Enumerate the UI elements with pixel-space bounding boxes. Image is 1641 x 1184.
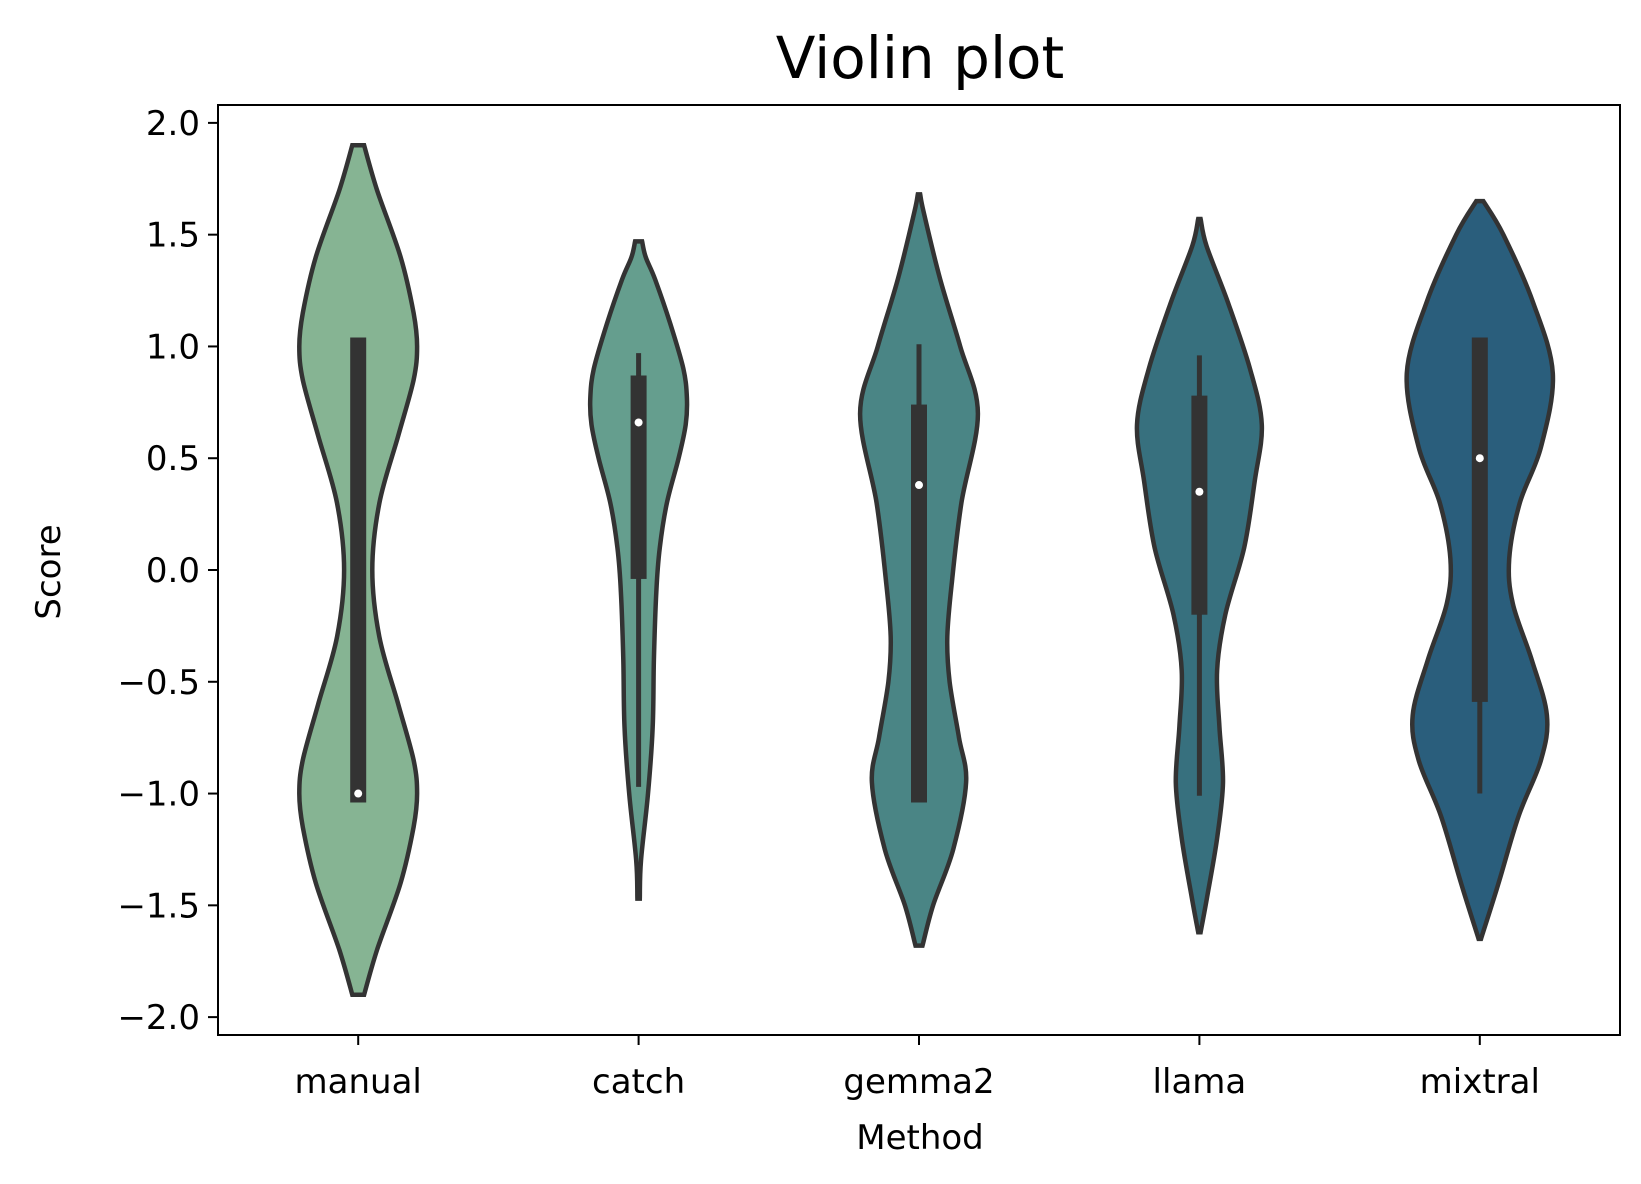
violins-layer [297, 142, 1556, 998]
violin-median-dot [634, 418, 643, 427]
violin-iqr-box [630, 375, 647, 579]
x-axis-label: Method [856, 1118, 984, 1158]
violin-iqr-box [1471, 337, 1488, 702]
y-tick-label: −1.5 [117, 886, 200, 926]
violin-catch [587, 239, 690, 901]
violin-mixtral [1404, 198, 1556, 942]
violin-iqr-box [350, 337, 367, 803]
violin-gemma2 [857, 192, 981, 948]
chart-title: Violin plot [776, 24, 1065, 92]
x-tick-label: catch [592, 1062, 685, 1102]
violin-median-dot [915, 481, 923, 490]
violin-manual [297, 142, 420, 998]
y-tick-label: −2.0 [117, 998, 200, 1038]
violin-median-dot [1195, 487, 1204, 496]
y-axis-label: Score [29, 524, 69, 619]
y-tick-label: 0.5 [146, 439, 200, 479]
x-tick-label: gemma2 [843, 1062, 994, 1102]
x-axis: manual catch gemma2 llama mixtral [295, 1035, 1540, 1102]
x-tick-label: llama [1153, 1062, 1247, 1102]
x-tick-label: mixtral [1420, 1062, 1540, 1102]
y-tick-label: 2.0 [146, 104, 200, 144]
y-tick-label: 0.0 [146, 551, 200, 591]
x-tick-label: manual [295, 1062, 422, 1102]
violin-iqr-box [1191, 395, 1208, 615]
violin-median-dot [1475, 454, 1484, 463]
y-tick-label: −0.5 [117, 663, 200, 703]
y-axis: 2.0 1.5 1.0 0.5 0.0 −0.5 −1.0 −1.5 −2.0 [117, 104, 218, 1038]
violin-llama [1134, 216, 1265, 935]
y-tick-label: −1.0 [117, 775, 200, 815]
y-tick-label: 1.5 [146, 216, 200, 256]
violin-median-dot [354, 789, 363, 798]
violin-iqr-box [911, 404, 927, 803]
y-tick-label: 1.0 [146, 327, 200, 367]
